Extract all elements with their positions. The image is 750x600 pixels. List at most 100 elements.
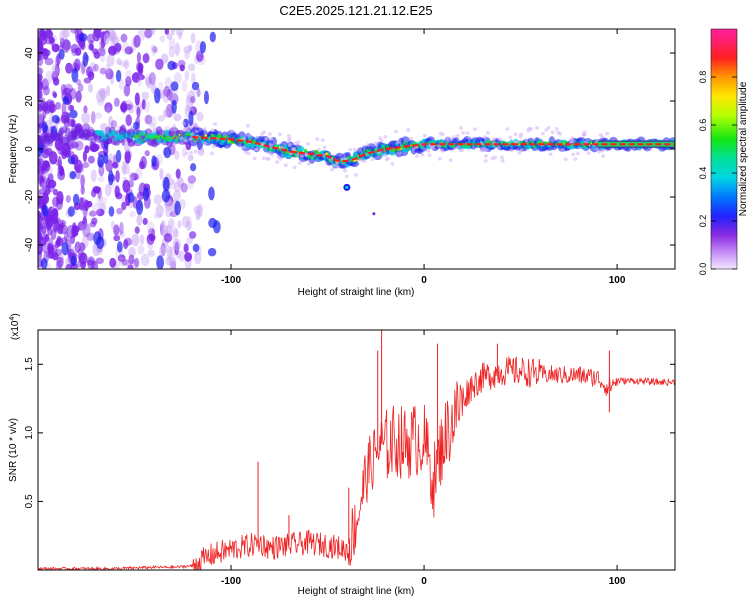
noise-point (137, 244, 145, 255)
ridge-point (269, 143, 274, 147)
ridge-point (517, 150, 522, 155)
noise-point (191, 81, 200, 91)
noise-point (151, 45, 157, 57)
noise-point (68, 104, 75, 111)
noise-point (123, 59, 130, 70)
noise-point (142, 53, 150, 64)
noise-point (121, 161, 127, 176)
ridge-point (186, 128, 191, 132)
noise-point (51, 114, 60, 124)
noise-point (196, 111, 204, 122)
noise-point (52, 77, 60, 86)
noise-point (122, 41, 131, 56)
ridge-point (383, 134, 388, 139)
noise-point (64, 231, 69, 243)
noise-point (72, 193, 80, 206)
noise-point (61, 236, 68, 244)
noise-point (80, 185, 85, 195)
noise-point (148, 72, 156, 85)
noise-point (162, 109, 170, 118)
noise-point (113, 224, 120, 236)
noise-point (163, 85, 171, 98)
noise-point (55, 101, 61, 110)
noise-point (147, 249, 155, 258)
ridge-point (601, 154, 606, 158)
ridge-point (283, 163, 288, 168)
noise-point (141, 98, 146, 110)
noise-point (171, 99, 177, 114)
noise-point (93, 51, 101, 59)
noise-point (38, 187, 44, 194)
ridge-point (204, 134, 208, 137)
noise-point (113, 235, 121, 242)
noise-point (113, 97, 120, 108)
colorbar-tick-label: 0.8 (698, 71, 708, 84)
noise-point (168, 45, 175, 58)
noise-point (170, 81, 179, 92)
noise-point (121, 103, 128, 112)
ridge-point (422, 133, 427, 138)
noise-point (41, 160, 51, 173)
noise-point (110, 120, 118, 129)
isolated-point (372, 212, 376, 216)
ridge-point (287, 136, 292, 141)
snr-frame (37, 329, 676, 571)
ridge-point (515, 139, 520, 144)
noise-point (67, 206, 75, 217)
spectrogram-y-axis-label: Frequency (Hz) (8, 115, 19, 184)
noise-point (166, 88, 175, 101)
noise-point (184, 49, 190, 60)
ridge-point (406, 128, 411, 132)
spectrogram-panel: -100 0 100 40 20 0 -20 -40 Height of straight … (8, 28, 676, 298)
ridge-point (485, 131, 490, 135)
noise-point (156, 255, 165, 269)
noise-point (98, 196, 108, 206)
noise-point (172, 228, 179, 238)
noise-point (106, 53, 115, 67)
noise-point (82, 123, 91, 132)
noise-point (152, 46, 158, 53)
noise-point (144, 114, 153, 125)
snr-spikes (257, 330, 610, 546)
ridge-point (278, 156, 283, 161)
ridge-point (348, 147, 353, 152)
noise-point (97, 47, 106, 57)
noise-point (109, 257, 117, 268)
noise-point (82, 150, 88, 163)
spectral-ridge (38, 121, 675, 216)
noise-point (106, 85, 111, 97)
noise-point (180, 182, 188, 193)
ridge-point (279, 145, 284, 150)
ridge-point (349, 160, 360, 168)
noise-point (89, 39, 94, 50)
ridge-point (190, 132, 195, 136)
ridge-point (370, 157, 375, 162)
colorbar-frame (710, 28, 738, 270)
noise-point (138, 160, 145, 170)
noise-point (44, 57, 54, 66)
noise-point (40, 257, 48, 269)
ridge-point (500, 159, 505, 163)
noise-point (151, 155, 157, 167)
noise-point (181, 215, 190, 228)
noise-point (119, 221, 124, 235)
snr-series-line (38, 356, 675, 570)
ridge-point (241, 145, 246, 150)
noise-point (181, 80, 188, 93)
ridge-point (202, 127, 207, 131)
noise-point (167, 60, 176, 71)
noise-point (159, 34, 166, 43)
ridge-point (98, 130, 106, 137)
ridge-point (277, 132, 282, 137)
noise-point (127, 192, 135, 203)
noise-point (137, 63, 144, 72)
noise-point (94, 112, 103, 119)
noise-point (69, 141, 79, 149)
noise-point (159, 168, 164, 180)
ridge-point (181, 121, 186, 126)
colorbar-tick-label: 0.6 (698, 119, 708, 132)
noise-point (59, 221, 65, 230)
ridge-point (366, 143, 371, 147)
noise-point (122, 163, 130, 175)
noise-point (148, 234, 156, 242)
